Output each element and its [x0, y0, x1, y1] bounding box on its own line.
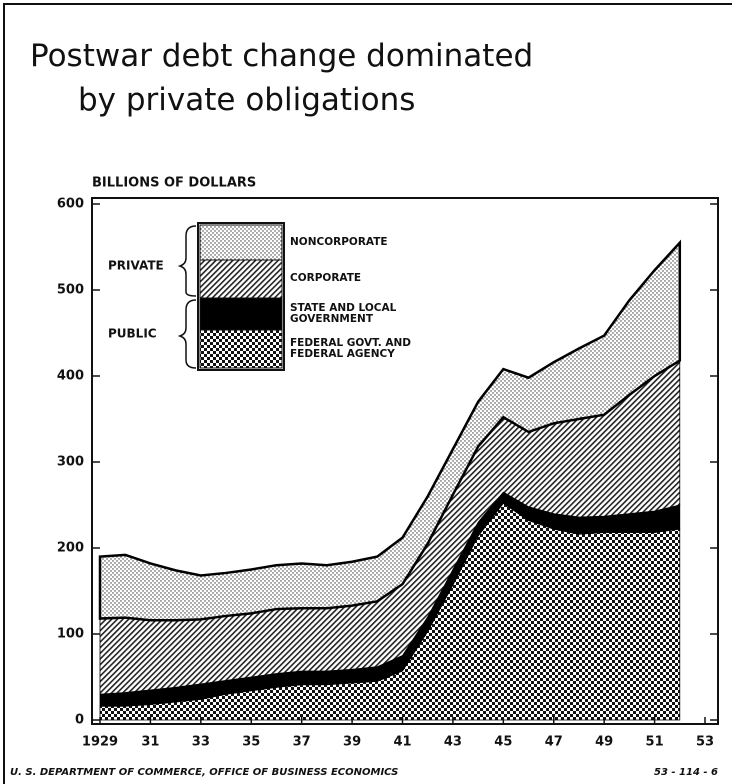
- x-tick-label: 33: [192, 735, 210, 750]
- source: U. S. DEPARTMENT OF COMMERCE, OFFICE OF …: [10, 767, 398, 778]
- y-tick-label: 200: [57, 541, 84, 556]
- legend-swatch: [199, 329, 283, 369]
- y-tick-label: 0: [75, 713, 84, 728]
- legend: PRIVATE PUBLIC: [108, 222, 285, 371]
- brace: [177, 299, 197, 369]
- chart-id: 53 - 114 - 6: [654, 767, 718, 778]
- x-tick-label: 41: [393, 735, 411, 750]
- x-tick-label: 49: [595, 735, 613, 750]
- y-tick-label: 300: [57, 455, 84, 470]
- legend-label: STATE AND LOCAL GOVERNMENT: [290, 302, 397, 325]
- legend-label: FEDERAL GOVT. AND FEDERAL AGENCY: [290, 337, 412, 360]
- x-tick-label: 35: [242, 735, 260, 750]
- x-tick-label: 43: [444, 735, 462, 750]
- y-tick-label: 500: [57, 283, 84, 298]
- chart-title: Postwar debt change dominated by private…: [30, 38, 534, 118]
- legend-group: PRIVATE: [108, 259, 164, 273]
- legend-group: PUBLIC: [108, 327, 157, 341]
- area: [98, 239, 682, 622]
- frame: [3, 3, 732, 784]
- x-tick-label: 1929: [82, 735, 118, 750]
- legend-swatch: [199, 297, 283, 331]
- y-tick-label: 400: [57, 369, 84, 384]
- plot-frame: [91, 197, 719, 725]
- x-tick-label: 37: [293, 735, 311, 750]
- x-tick-label: 39: [343, 735, 361, 750]
- brace: [177, 225, 197, 297]
- x-tick-label: 51: [646, 735, 664, 750]
- x-tick-label: 31: [141, 735, 159, 750]
- y-tick-label: 600: [57, 197, 84, 212]
- y-tick-label: 100: [57, 627, 84, 642]
- legend-swatch: [199, 224, 283, 261]
- legend-label: CORPORATE: [290, 272, 362, 284]
- legend-label: NONCORPORATE: [290, 235, 388, 248]
- x-tick-label: 53: [696, 735, 714, 750]
- y-axis-label: BILLIONS OF DOLLARS: [92, 176, 256, 191]
- x-tick-label: 45: [494, 735, 512, 750]
- legend-swatch: [199, 259, 283, 299]
- x-tick-label: 47: [545, 735, 563, 750]
